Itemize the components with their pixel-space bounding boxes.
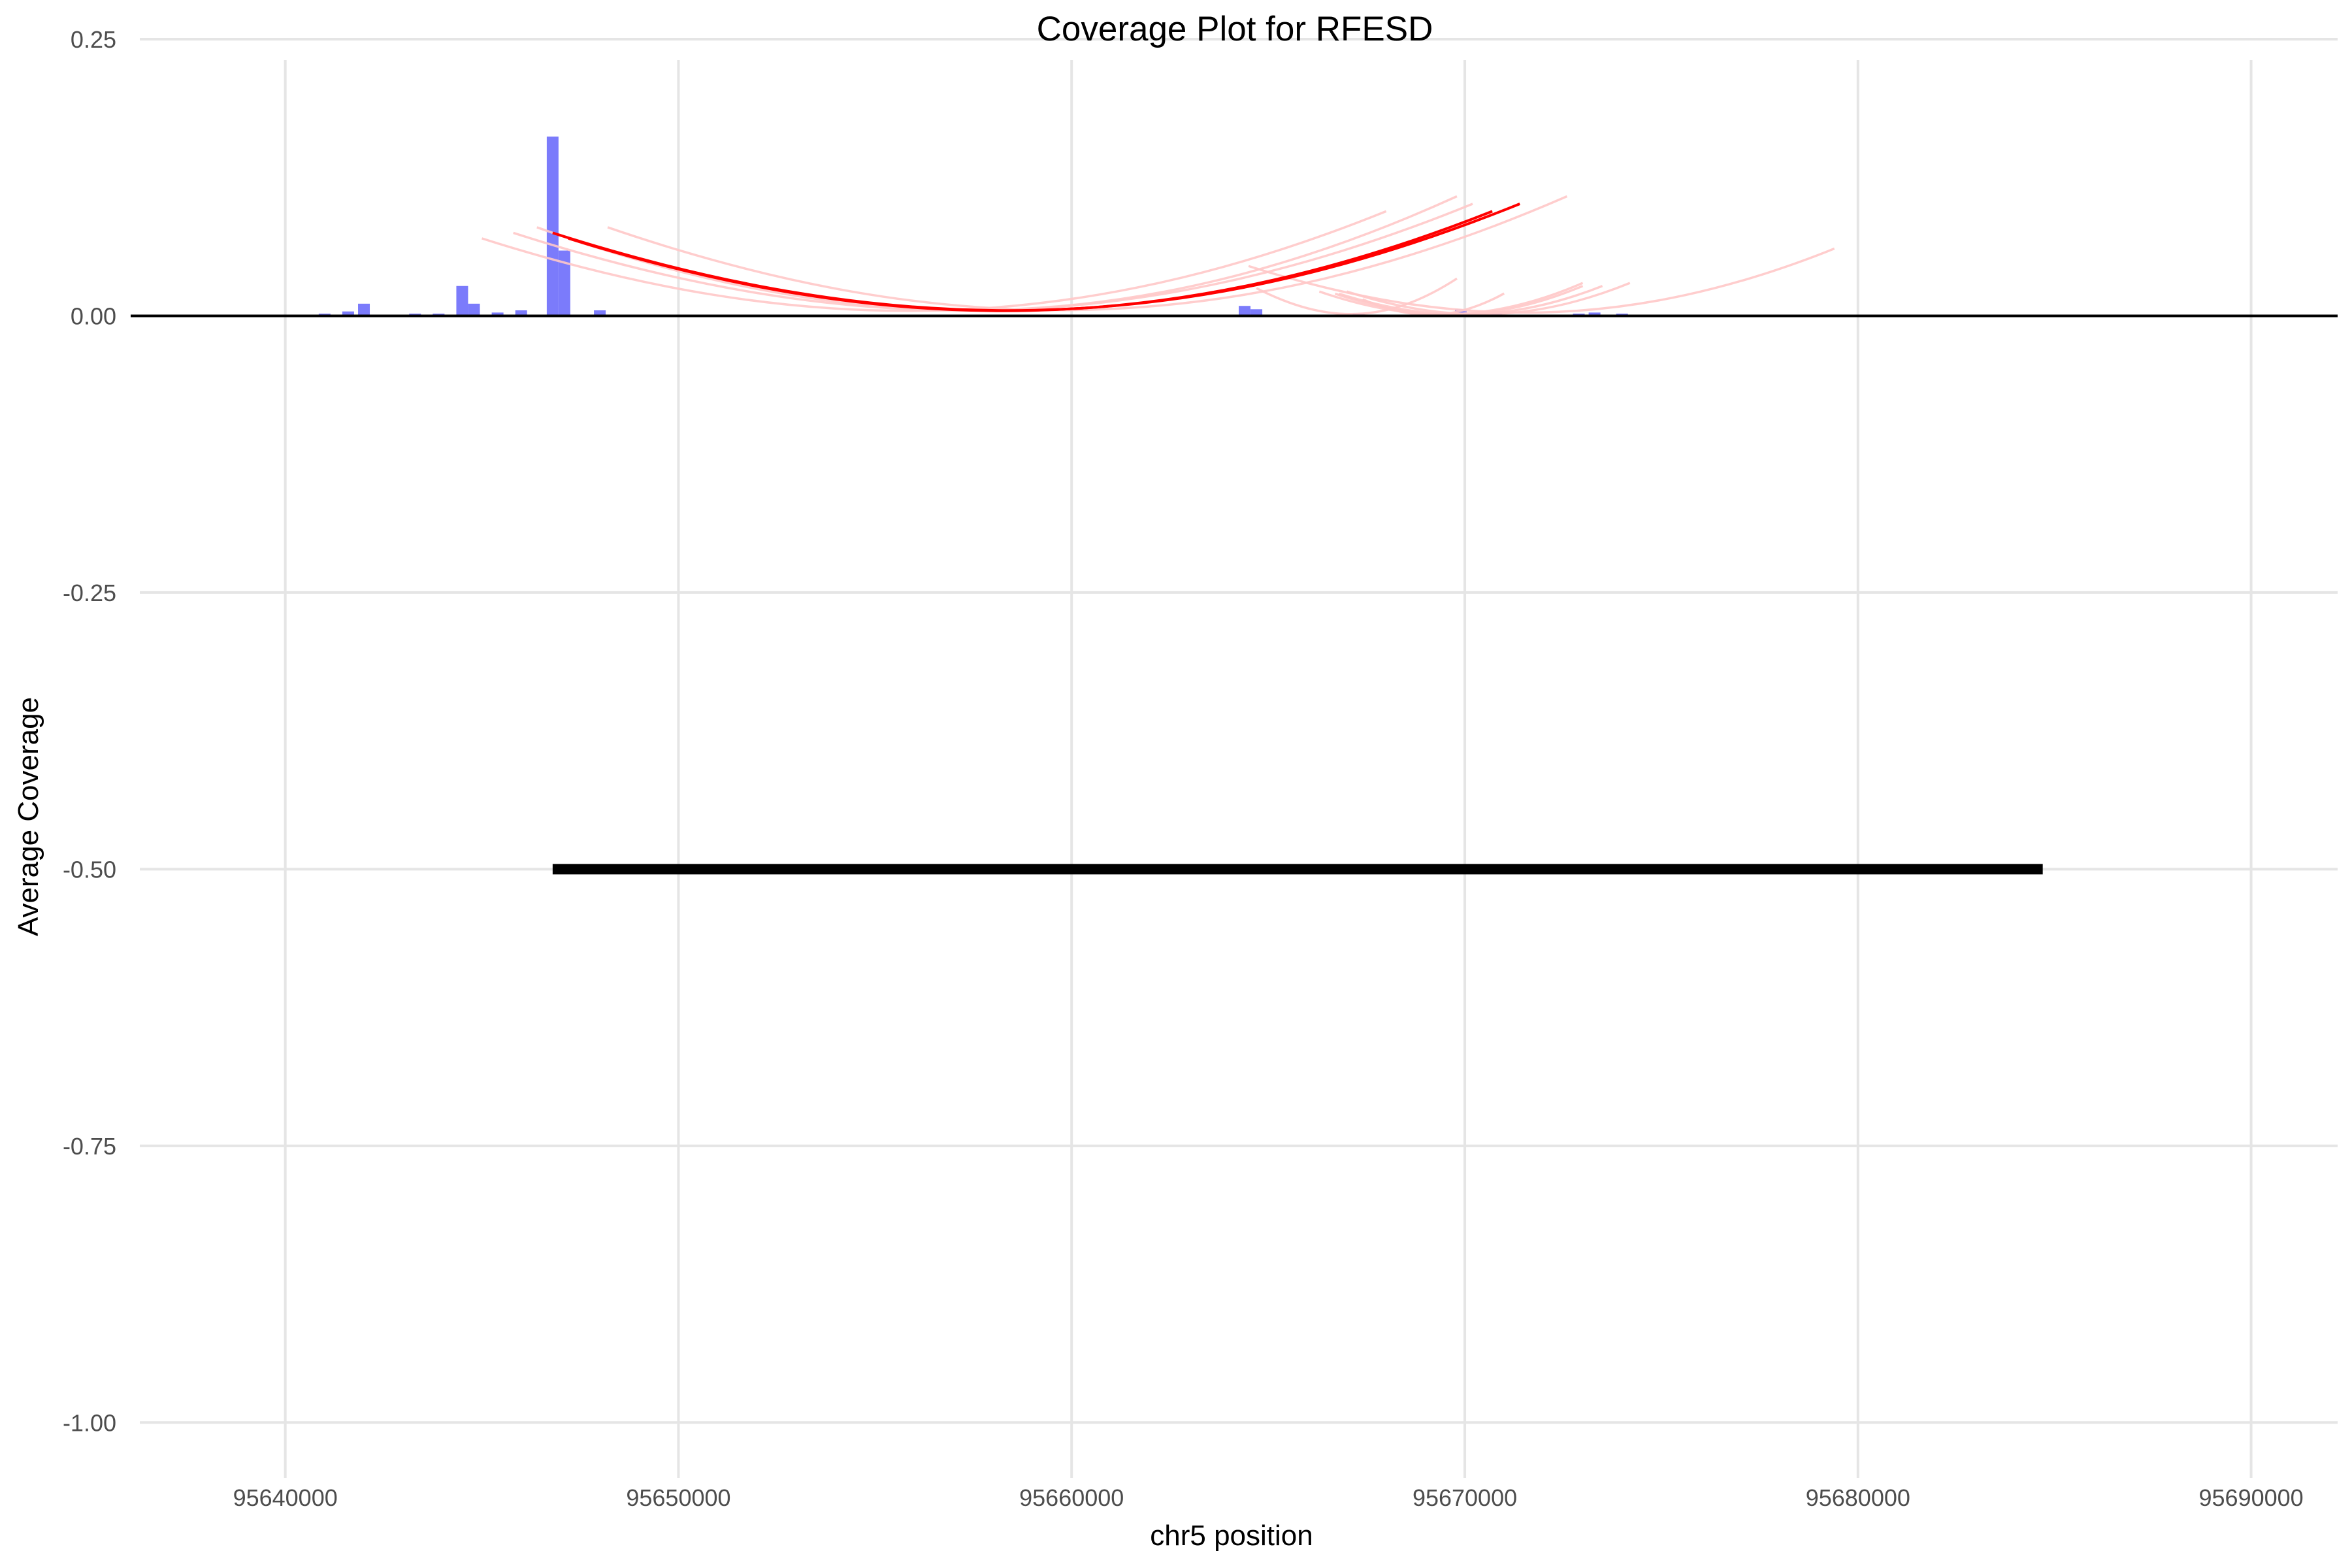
coverage-bar [491, 312, 504, 316]
splice-arc [482, 210, 1387, 312]
coverage-bar [594, 310, 606, 316]
coverage-bar [358, 303, 370, 316]
x-tick-label: 95680000 [1806, 1484, 1910, 1511]
x-tick-label: 95650000 [626, 1484, 730, 1511]
splice-arc [1248, 247, 1835, 314]
coverage-bar [1455, 309, 1467, 316]
chart-title: Coverage Plot for RFESD [1037, 10, 1433, 48]
y-tick-label: 0.25 [71, 26, 116, 53]
y-axis-title: Average Coverage [12, 697, 44, 936]
x-axis-title: chr5 position [1150, 1520, 1313, 1552]
coverage-bar [1250, 309, 1263, 316]
y-tick-label: -0.25 [63, 580, 116, 606]
y-tick-label: -1.00 [63, 1409, 116, 1436]
coverage-bar [468, 303, 480, 316]
coverage-bar [1239, 306, 1251, 316]
y-tick-label: 0.00 [71, 302, 116, 329]
splice-arc [607, 195, 1568, 312]
x-tick-label: 95690000 [2199, 1484, 2304, 1511]
splice-arc [1346, 282, 1631, 316]
splice-arc [1318, 282, 1584, 316]
x-tick-label: 95670000 [1413, 1484, 1517, 1511]
x-tick-label: 95640000 [233, 1484, 338, 1511]
coverage-bar [1588, 312, 1601, 316]
splice-arc [568, 210, 1493, 312]
coverage-bar [342, 311, 354, 316]
coverage-bar [515, 310, 527, 316]
grid-layer [140, 38, 2338, 1478]
coverage-bars [318, 137, 2132, 316]
coverage-bar [558, 250, 570, 316]
splice-arc [536, 195, 1458, 312]
y-tick-label: -0.75 [63, 1133, 116, 1160]
splice-arcs [482, 195, 1835, 316]
y-tick-label: -0.50 [63, 856, 116, 883]
x-tick-label: 95660000 [1019, 1484, 1124, 1511]
splice-arc [1256, 277, 1458, 316]
tick-labels: 95640000 95650000 95660000 95670000 95680000… [63, 26, 2304, 1511]
coverage-bar [456, 286, 468, 316]
coverage-bar [546, 137, 559, 316]
splice-arc [552, 203, 1521, 312]
